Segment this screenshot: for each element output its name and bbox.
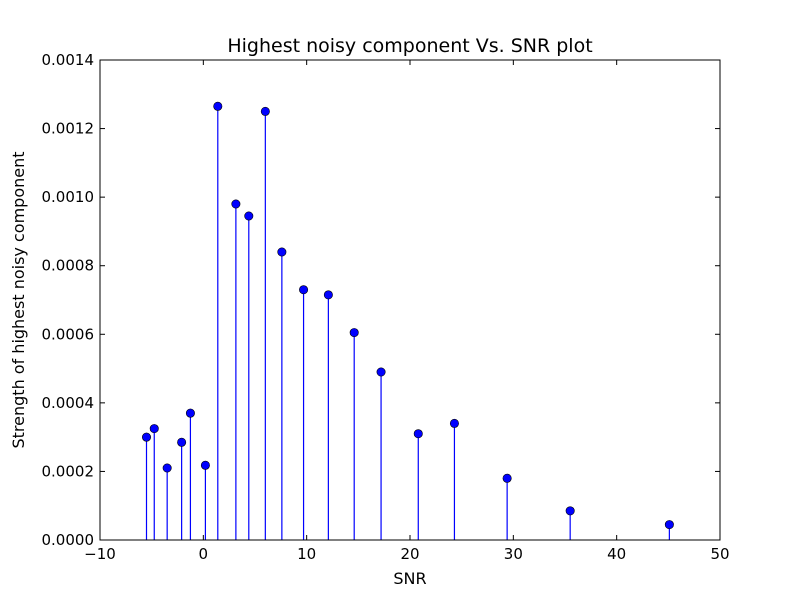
stem-marker — [299, 285, 309, 295]
x-tick-label: 40 — [607, 545, 626, 563]
stem-marker — [185, 408, 195, 418]
stem-marker — [502, 473, 512, 483]
y-tick-label: 0.0010 — [42, 188, 95, 206]
x-tick-label: −10 — [84, 545, 116, 563]
y-tick-label: 0.0006 — [42, 325, 95, 343]
stem-marker — [260, 106, 270, 116]
x-axis-label: SNR — [393, 569, 426, 588]
stem-marker — [349, 328, 359, 338]
stem-marker — [449, 418, 459, 428]
stem-marker — [376, 367, 386, 377]
stem-marker — [231, 199, 241, 209]
stem-marker — [565, 506, 575, 516]
y-tick-label: 0.0012 — [42, 120, 95, 138]
y-tick-label: 0.0014 — [42, 51, 95, 69]
stem-marker — [277, 247, 287, 257]
x-tick-label: 20 — [400, 545, 419, 563]
y-tick-label: 0.0004 — [42, 394, 95, 412]
x-tick-label: 0 — [199, 545, 209, 563]
y-tick-label: 0.0008 — [42, 257, 95, 275]
stem-marker — [413, 429, 423, 439]
stem-marker — [177, 437, 187, 447]
x-tick-label: 50 — [710, 545, 729, 563]
stem-marker — [149, 424, 159, 434]
stem-marker — [200, 460, 210, 470]
y-tick-label: 0.0000 — [42, 531, 95, 549]
stem-marker — [213, 101, 223, 111]
chart-title: Highest noisy component Vs. SNR plot — [227, 35, 592, 57]
stem-marker — [664, 520, 674, 530]
stem-marker — [244, 211, 254, 221]
stem-marker — [142, 432, 152, 442]
y-axis-label: Strength of highest noisy component — [9, 151, 28, 448]
x-tick-label: 10 — [297, 545, 316, 563]
axis-ticks: −10 0 10 20 30 40 50 0.0000 0.0002 0.0004 0.0006 0.… — [42, 51, 730, 563]
stem-series — [142, 101, 674, 540]
plot-frame — [99, 59, 721, 541]
stem-marker — [162, 463, 172, 473]
y-tick-label: 0.0002 — [42, 462, 95, 480]
stem-marker — [323, 290, 333, 300]
x-tick-label: 30 — [504, 545, 523, 563]
